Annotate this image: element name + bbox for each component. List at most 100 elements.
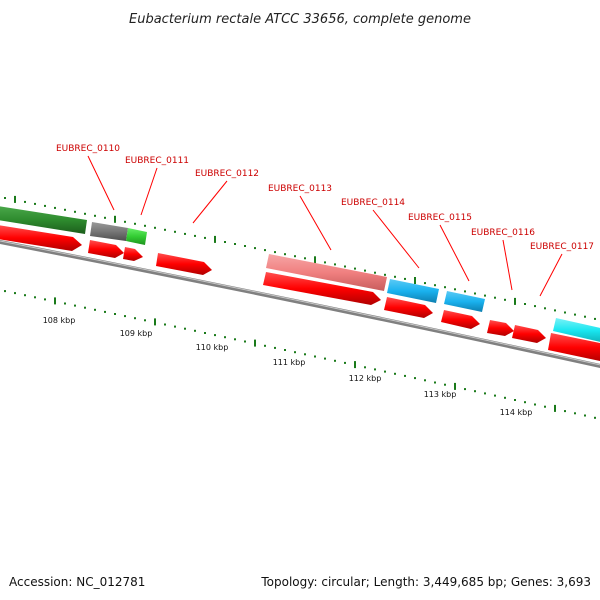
leader-line <box>539 253 563 297</box>
kbp-label: 112 kbp <box>349 374 382 383</box>
minor-tick <box>424 379 426 382</box>
sequence-backbone <box>0 239 600 368</box>
major-tick <box>154 318 156 326</box>
feature-pink <box>266 254 387 291</box>
minor-tick <box>574 313 576 316</box>
minor-tick <box>404 277 406 280</box>
minor-tick <box>494 394 496 397</box>
cds-arrow <box>384 297 433 318</box>
minor-tick <box>524 401 526 404</box>
minor-tick <box>314 355 316 358</box>
major-tick <box>14 195 16 203</box>
minor-tick <box>104 310 106 313</box>
minor-tick <box>464 388 466 391</box>
cds-arrow <box>441 310 480 329</box>
gene-label-text: EUBREC_0117 <box>530 242 594 252</box>
minor-tick <box>74 210 76 213</box>
minor-tick <box>84 212 86 215</box>
kbp-label: 113 kbp <box>424 390 457 399</box>
kbp-label: 108 kbp <box>43 316 76 325</box>
major-tick <box>554 404 556 412</box>
minor-tick <box>224 336 226 339</box>
minor-tick <box>394 372 396 375</box>
major-tick <box>454 382 456 390</box>
minor-tick <box>584 414 586 417</box>
gene-label-eubrec-0114[interactable]: EUBREC_0114 <box>341 198 420 269</box>
minor-tick <box>564 311 566 314</box>
gene-label-group: EUBREC_0110 EUBREC_0111 EUBREC_0112 EUBR… <box>56 144 594 297</box>
leader-line <box>502 239 513 291</box>
minor-tick <box>364 366 366 369</box>
minor-tick <box>184 327 186 330</box>
gene-label-text: EUBREC_0114 <box>341 198 405 208</box>
feature-dark-green <box>0 206 87 234</box>
minor-tick <box>94 308 96 311</box>
minor-tick <box>184 232 186 235</box>
leader-line <box>192 180 228 224</box>
minor-tick <box>114 313 116 315</box>
minor-tick <box>594 317 596 320</box>
cds-arrow <box>263 272 381 305</box>
minor-tick <box>394 275 396 278</box>
minor-tick <box>284 253 286 256</box>
gene-label-eubrec-0117[interactable]: EUBREC_0117 <box>530 242 594 297</box>
minor-tick <box>434 381 436 384</box>
lower-tick-ring <box>4 290 596 419</box>
minor-tick <box>194 329 196 332</box>
feature-track <box>0 206 600 342</box>
minor-tick <box>274 346 276 349</box>
minor-tick <box>444 286 446 289</box>
gene-label-eubrec-0113[interactable]: EUBREC_0113 <box>268 184 332 251</box>
minor-tick <box>454 288 456 291</box>
minor-tick <box>214 334 216 337</box>
gene-label-eubrec-0111[interactable]: EUBREC_0111 <box>125 156 189 216</box>
minor-tick <box>354 267 356 270</box>
feature-gray <box>90 222 128 241</box>
minor-tick <box>564 410 566 413</box>
cds-track <box>0 225 600 361</box>
gene-label-text: EUBREC_0113 <box>268 184 332 194</box>
cds-arrow <box>512 325 546 343</box>
minor-tick <box>24 200 26 203</box>
minor-tick <box>434 284 436 287</box>
feature-cyan-2 <box>444 291 485 312</box>
gene-label-eubrec-0116[interactable]: EUBREC_0116 <box>471 228 535 291</box>
minor-tick <box>484 294 486 297</box>
minor-tick <box>174 325 176 328</box>
minor-tick <box>4 197 6 199</box>
minor-tick <box>504 396 506 399</box>
minor-tick <box>334 263 336 266</box>
minor-tick <box>164 323 166 326</box>
minor-tick <box>64 302 66 305</box>
major-tick <box>354 361 356 369</box>
minor-tick <box>94 214 96 217</box>
minor-tick <box>244 340 246 343</box>
minor-tick <box>424 282 426 285</box>
gene-label-eubrec-0110[interactable]: EUBREC_0110 <box>56 144 120 211</box>
minor-tick <box>594 416 596 419</box>
upper-tick-ring <box>4 195 596 320</box>
leader-line <box>372 209 420 269</box>
gene-label-eubrec-0112[interactable]: EUBREC_0112 <box>192 169 259 224</box>
minor-tick <box>154 226 156 229</box>
minor-tick <box>34 296 36 299</box>
minor-tick <box>324 357 326 360</box>
minor-tick <box>134 222 136 225</box>
minor-tick <box>364 269 366 272</box>
feature-aqua <box>553 318 600 342</box>
kbp-label: 114 kbp <box>500 408 533 417</box>
leader-line <box>87 155 115 211</box>
map-title: Eubacterium rectale ATCC 33656, complete… <box>129 12 471 27</box>
major-tick <box>414 277 416 284</box>
cds-arrow <box>123 247 143 261</box>
minor-tick <box>464 290 466 293</box>
gene-label-eubrec-0115[interactable]: EUBREC_0115 <box>408 213 472 282</box>
minor-tick <box>224 241 226 243</box>
minor-tick <box>44 298 46 301</box>
cds-arrow <box>487 320 514 336</box>
minor-tick <box>244 245 246 247</box>
kbp-label: 111 kbp <box>273 358 306 367</box>
minor-tick <box>144 224 146 227</box>
minor-tick <box>324 261 326 264</box>
feature-light-green <box>126 228 147 245</box>
